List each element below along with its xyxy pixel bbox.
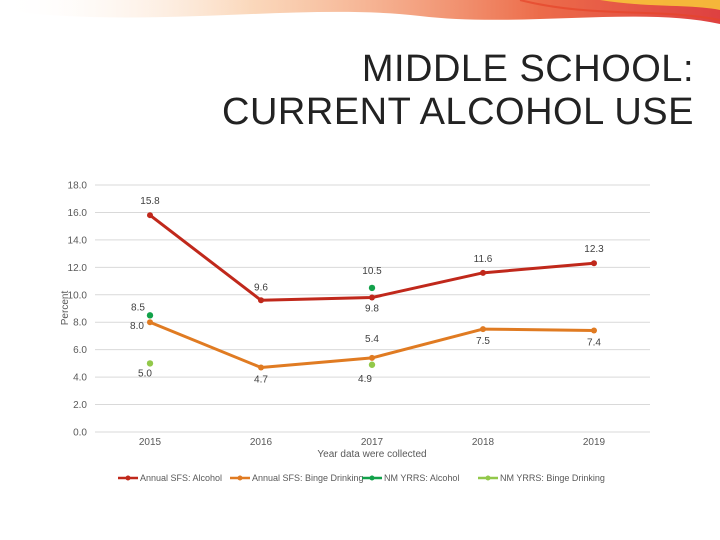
data-label: 9.8	[365, 304, 379, 315]
data-point	[591, 327, 597, 334]
y-tick-label: 18.0	[68, 181, 88, 192]
data-label: 9.6	[254, 282, 268, 293]
x-tick-label: 2016	[250, 437, 273, 448]
data-label: 10.5	[362, 266, 382, 277]
data-point	[369, 294, 375, 301]
data-label: 7.5	[476, 336, 490, 347]
y-tick-label: 0.0	[73, 428, 87, 439]
data-point	[480, 326, 486, 333]
y-tick-label: 14.0	[68, 235, 88, 246]
x-axis-title: Year data were collected	[317, 449, 426, 460]
data-label: 4.9	[358, 374, 372, 385]
slide-title-line-1: MIDDLE SCHOOL:	[361, 48, 694, 90]
x-tick-label: 2019	[583, 437, 606, 448]
data-point	[591, 260, 597, 267]
y-tick-label: 4.0	[73, 373, 87, 384]
data-label: 8.5	[131, 302, 145, 313]
data-point	[146, 312, 154, 319]
y-axis-tick-labels: 0.0 2.0 4.0 6.0 8.0 10.0 12.0 14.0 16.0 18.0	[68, 181, 88, 439]
decorative-swoosh-graphic	[0, 0, 720, 24]
x-tick-label: 2017	[361, 437, 384, 448]
y-tick-label: 2.0	[73, 400, 87, 411]
y-tick-label: 16.0	[68, 208, 88, 219]
data-point	[368, 361, 376, 368]
data-label: 5.4	[365, 334, 379, 345]
y-tick-label: 6.0	[73, 345, 87, 356]
legend-label: NM YRRS: Alcohol	[384, 473, 459, 483]
y-axis-title: Percent	[60, 291, 71, 326]
legend-marker	[369, 475, 375, 481]
chart-data-labels: 15.8 9.6 9.8 11.6 12.3 8.0 4.7 5.4 7.5 7.4 8.5 10.5…	[130, 196, 604, 385]
data-label: 12.3	[584, 244, 604, 255]
chart-legend: Annual SFS: Alcohol Annual SFS: Binge Dri…	[118, 473, 605, 483]
y-tick-label: 12.0	[68, 263, 88, 274]
y-tick-label: 10.0	[68, 290, 88, 301]
data-point	[258, 364, 264, 371]
legend-marker	[125, 475, 131, 481]
legend-marker	[485, 475, 491, 481]
data-point	[147, 319, 153, 326]
data-point	[369, 354, 375, 361]
legend-label: Annual SFS: Alcohol	[140, 473, 222, 483]
slide-title: MIDDLE SCHOOL: CURRENT ALCOHOL USE	[134, 48, 694, 134]
legend-label: Annual SFS: Binge Drinking	[252, 473, 364, 483]
data-point	[480, 269, 486, 276]
data-point	[146, 360, 154, 367]
x-tick-label: 2018	[472, 437, 495, 448]
chart-series	[146, 212, 597, 371]
data-label: 15.8	[140, 196, 160, 207]
slide-title-line-2: CURRENT ALCOHOL USE	[222, 91, 694, 133]
data-point	[368, 284, 376, 292]
data-label: 8.0	[130, 321, 144, 332]
x-axis-tick-labels: 2015 2016 2017 2018 2019	[139, 437, 606, 448]
data-label: 5.0	[138, 368, 152, 379]
data-label: 7.4	[587, 337, 601, 348]
legend-marker	[237, 475, 243, 481]
legend-label: NM YRRS: Binge Drinking	[500, 473, 605, 483]
data-point	[258, 297, 264, 304]
y-tick-label: 8.0	[73, 318, 87, 329]
chart-gridlines	[95, 184, 650, 433]
data-label: 4.7	[254, 375, 268, 386]
data-point	[147, 212, 153, 219]
x-tick-label: 2015	[139, 437, 162, 448]
data-label: 11.6	[474, 254, 493, 265]
